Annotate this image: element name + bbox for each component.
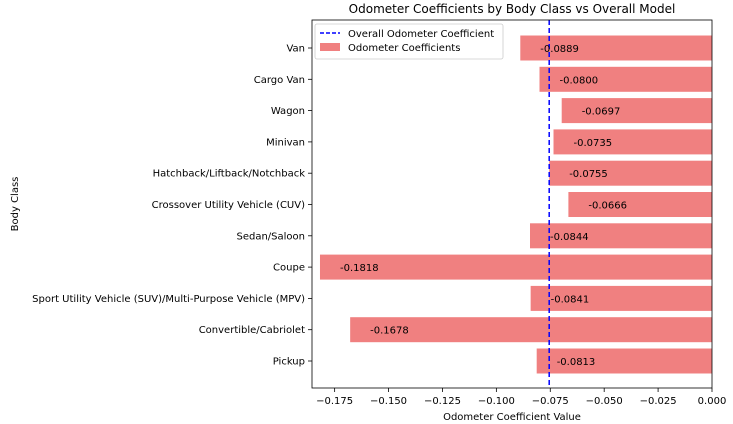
bar-value-label: -0.0735 [574, 138, 613, 149]
bar [350, 317, 712, 343]
bar-value-label: -0.0844 [550, 232, 589, 243]
x-axis-label: Odometer Coefficient Value [443, 412, 581, 423]
y-tick-label: Minivan [266, 137, 305, 148]
bar-value-label: -0.1678 [370, 326, 409, 337]
bar-value-label: -0.0889 [540, 44, 579, 55]
bar [561, 98, 712, 124]
y-tick-label: Cargo Van [254, 75, 305, 86]
y-tick-label: Sport Utility Vehicle (SUV)/Multi-Purpos… [32, 294, 305, 305]
bar-labels-layer: -0.0889 -0.0800 -0.0697 -0.0735 -0.0755 -0.06… [340, 44, 627, 368]
bar [530, 223, 712, 249]
legend-bar-swatch [320, 43, 340, 51]
bar-value-label: -0.0800 [559, 75, 598, 86]
legend-bar-label: Odometer Coefficients [348, 43, 460, 54]
legend-reference-line-label: Overall Odometer Coefficient [348, 29, 494, 40]
x-tick-label: −0.075 [532, 396, 569, 407]
y-tick-label: Convertible/Cabriolet [199, 325, 305, 336]
bar-value-label: -0.0841 [551, 294, 590, 305]
x-ticks-layer: −0.175 −0.150 −0.125 −0.100 −0.075 −0.050 −0.0… [316, 388, 726, 407]
bar [319, 254, 712, 280]
bar [530, 285, 712, 311]
bar-value-label: -0.0666 [588, 201, 627, 212]
bar [539, 66, 712, 92]
bars-layer [319, 35, 712, 374]
plot-area-frame [311, 19, 713, 389]
y-ticks-layer: Van Cargo Van Wagon Minivan Hatchback/Liftba… [32, 44, 312, 368]
chart-title: Odometer Coefficients by Body Class vs O… [349, 2, 676, 16]
bar-value-label: -0.0755 [569, 169, 608, 180]
y-tick-label: Wagon [271, 106, 305, 117]
y-axis-label: Body Class [10, 177, 21, 232]
x-tick-label: −0.025 [640, 396, 677, 407]
y-tick-label: Pickup [273, 357, 305, 368]
y-tick-label: Coupe [273, 263, 305, 274]
bar [549, 160, 712, 186]
legend: Overall Odometer Coefficient Odometer Co… [314, 23, 504, 60]
x-tick-label: −0.150 [370, 396, 407, 407]
y-tick-label: Crossover Utility Vehicle (CUV) [152, 200, 305, 211]
x-tick-label: −0.050 [586, 396, 623, 407]
bar [520, 35, 712, 61]
y-tick-label: Van [286, 44, 305, 55]
bar [568, 192, 712, 217]
bar-value-label: -0.1818 [340, 263, 379, 274]
y-tick-label: Sedan/Saloon [236, 231, 305, 242]
y-tick-label: Hatchback/Liftback/Notchback [153, 169, 306, 180]
bar-value-label: -0.0697 [582, 107, 621, 118]
bar [553, 129, 712, 155]
x-tick-label: 0.000 [698, 396, 727, 407]
x-tick-label: −0.125 [424, 396, 461, 407]
x-tick-label: −0.175 [316, 396, 353, 407]
bar-value-label: -0.0813 [557, 357, 596, 368]
legend-frame [314, 23, 504, 60]
x-tick-label: −0.100 [478, 396, 515, 407]
bar [536, 348, 712, 374]
